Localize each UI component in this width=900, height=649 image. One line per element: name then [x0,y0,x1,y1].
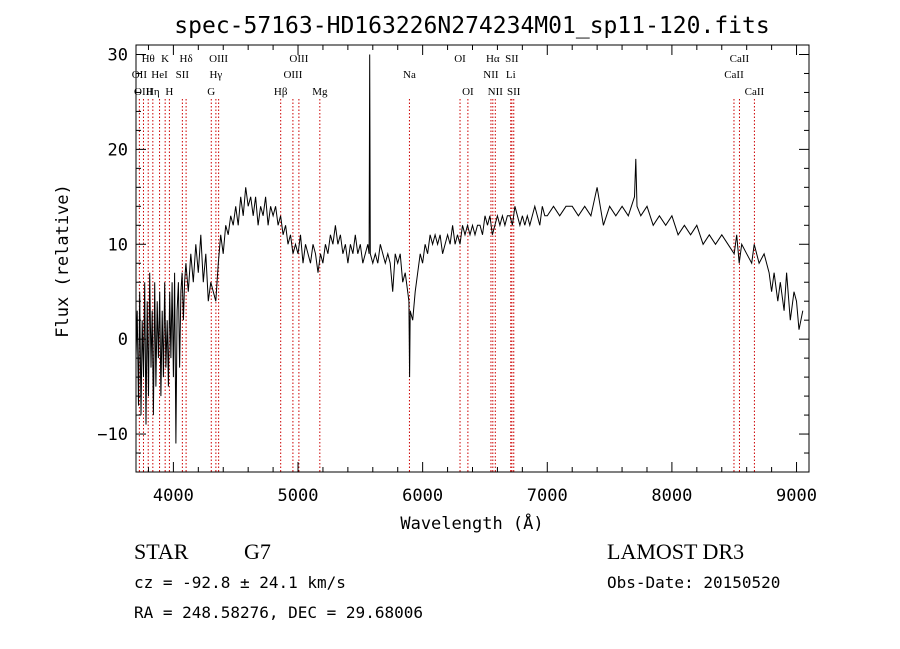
line-label-11: OIII [209,53,228,65]
line-label-26: CaII [730,53,750,65]
y-axis-label: Flux (relative) [53,184,73,338]
line-label-9: G [207,86,215,98]
x-axis-label: Wavelength (Å) [400,512,543,534]
line-label-4: HeI [151,69,168,81]
survey-name: LAMOST DR3 [607,539,745,564]
x-axis-ticks: 4000 5000 6000 7000 8000 9000 [147,45,817,506]
line-label-14: OIII [289,53,308,65]
line-label-0: OII [132,69,148,81]
y-tick-label: 20 [108,140,128,160]
line-label-1: OIII [134,86,153,98]
x-tick-label: 5000 [278,486,319,506]
line-label-8: Hδ [180,53,193,65]
y-tick-label: −10 [97,425,128,445]
redshift-value: cz = -92.8 ± 24.1 km/s [134,573,346,592]
line-label-12: Hβ [274,86,288,98]
y-tick-label: 0 [118,330,128,350]
line-label-7: SII [176,69,190,81]
x-tick-label: 4000 [153,486,194,506]
x-tick-label: 8000 [651,486,692,506]
line-label-22: Li [506,69,516,81]
y-tick-label: 10 [108,235,128,255]
line-label-3: Hη [146,86,160,98]
plot-frame [135,44,810,473]
line-label-5: K [161,53,169,65]
observation-date: Obs-Date: 20150520 [607,573,781,592]
line-label-25: CaII [724,69,744,81]
line-label-19: NII [483,69,499,81]
line-label-21: NII [488,86,504,98]
x-tick-label: 9000 [776,486,817,506]
line-label-6: H [165,86,173,98]
line-labels: OIIOIIIHθHηHeIKHSIIHδGHγOIIIHβOIIIOIIIMg… [132,53,765,98]
object-type: STAR [134,539,189,564]
line-label-24: SII [507,86,521,98]
spectral-subclass: G7 [244,539,271,564]
line-label-16: Na [403,69,416,81]
y-tick-label: 30 [108,45,128,65]
line-label-20: Hα [486,53,500,65]
line-label-23: SII [505,53,519,65]
x-tick-label: 6000 [402,486,443,506]
x-tick-label: 7000 [527,486,568,506]
coordinates: RA = 248.58276, DEC = 29.68006 [134,603,423,622]
line-label-10: Hγ [209,69,222,81]
flux-series-line [135,54,804,444]
line-markers [138,99,755,472]
line-label-13: OIII [283,69,302,81]
line-label-2: Hθ [142,53,155,65]
chart-title: spec-57163-HD163226N274234M01_sp11-120.f… [174,13,769,39]
line-label-27: CaII [745,86,765,98]
line-label-18: OI [462,86,474,98]
y-axis-ticks: −10 0 10 20 30 [97,45,809,454]
line-label-15: Mg [312,86,328,98]
line-label-17: OI [454,53,466,65]
